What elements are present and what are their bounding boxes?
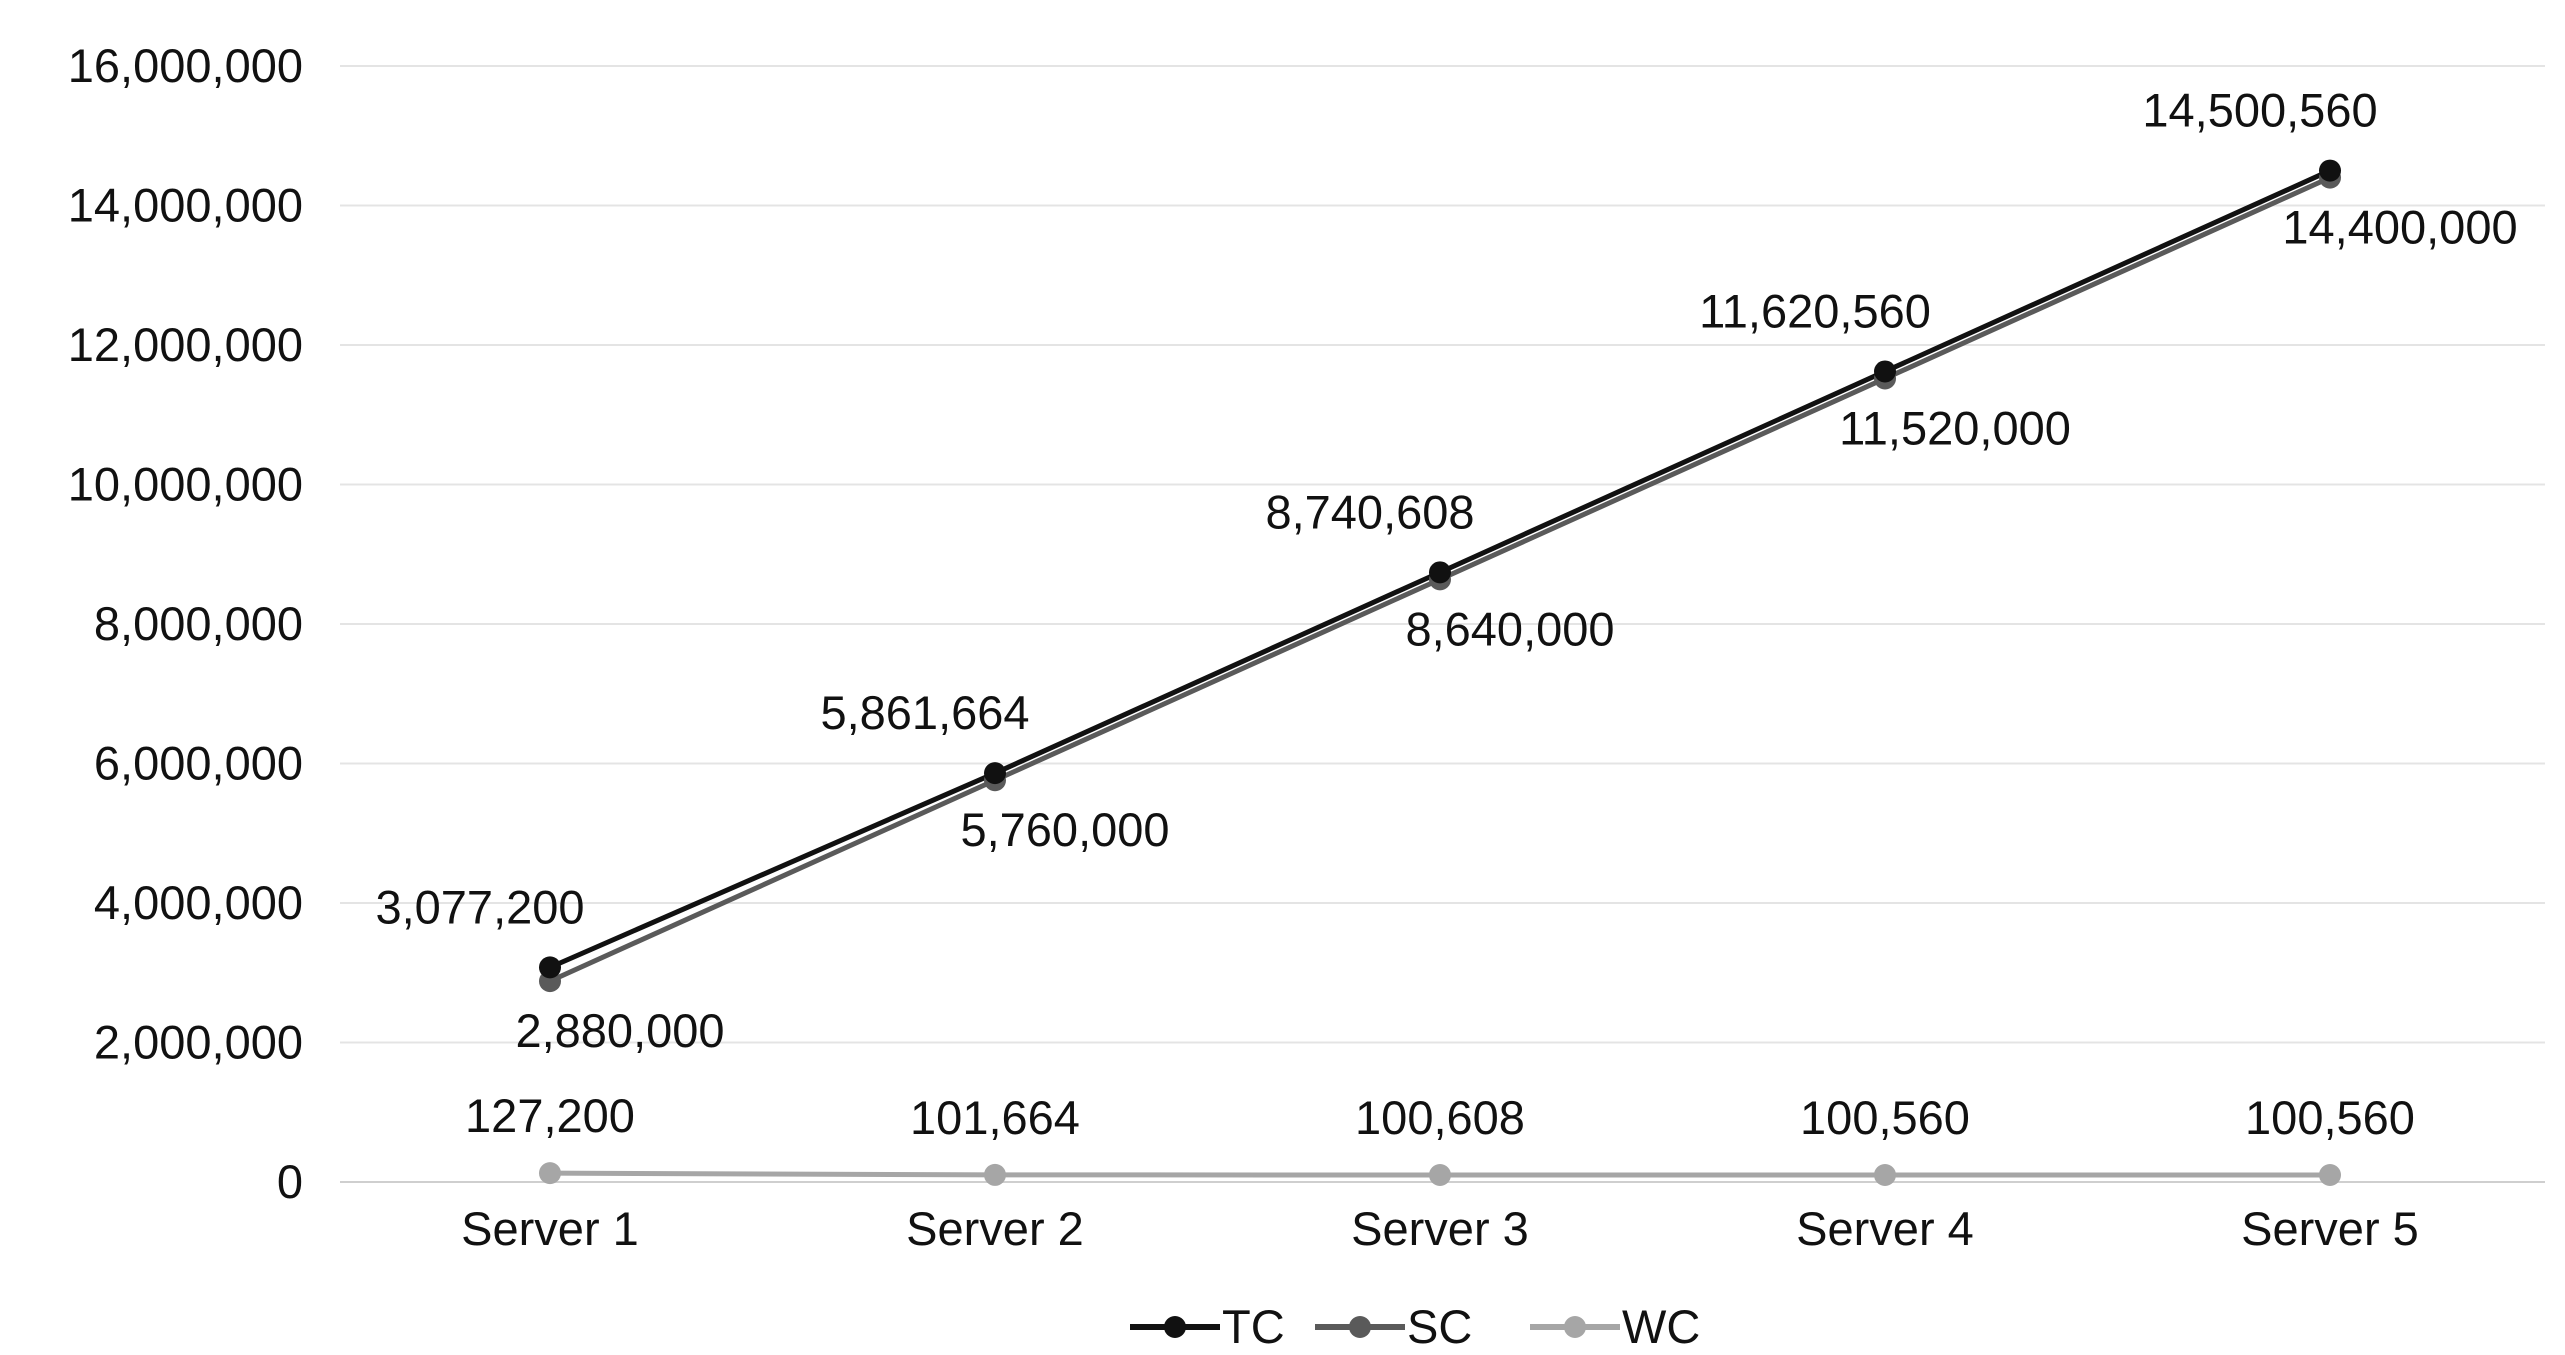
data-point-wc	[1429, 1163, 1451, 1186]
data-point-tc	[539, 956, 561, 979]
y-tick-label: 2,000,000	[94, 1016, 303, 1069]
x-axis-tick-labels: Server 1 Server 2 Server 3 Server 4 Server 5	[461, 1202, 2419, 1255]
x-tick-label: Server 3	[1351, 1202, 1529, 1255]
data-point-tc	[984, 762, 1006, 785]
data-label-tc: 8,740,608	[1265, 485, 1474, 538]
legend-swatch-marker-sc	[1349, 1316, 1371, 1338]
data-point-wc	[984, 1163, 1006, 1186]
series-points	[539, 159, 2341, 1186]
y-tick-label: 6,000,000	[94, 737, 303, 790]
y-tick-label: 14,000,000	[68, 179, 303, 232]
x-tick-label: Server 2	[906, 1202, 1084, 1255]
x-tick-label: Server 1	[461, 1202, 639, 1255]
legend: TC SC WC	[1130, 1300, 1700, 1353]
data-point-wc	[2319, 1163, 2341, 1186]
y-tick-label: 12,000,000	[68, 318, 303, 371]
data-labels: 3,077,200 5,861,664 8,740,608 11,620,560 14,…	[375, 84, 2517, 1144]
data-label-wc: 100,560	[2245, 1091, 2415, 1144]
data-label-sc: 5,760,000	[960, 803, 1169, 856]
data-label-wc: 100,560	[1800, 1091, 1970, 1144]
data-label-tc: 3,077,200	[375, 880, 584, 933]
legend-swatch-marker-wc	[1564, 1316, 1586, 1338]
data-label-tc: 11,620,560	[1699, 284, 1931, 337]
data-label-wc: 100,608	[1355, 1091, 1525, 1144]
y-tick-label: 8,000,000	[94, 597, 303, 650]
data-point-tc	[1429, 561, 1451, 584]
data-label-wc: 101,664	[910, 1091, 1080, 1144]
data-label-sc: 11,520,000	[1839, 401, 2071, 454]
data-point-wc	[539, 1162, 561, 1185]
y-tick-label: 4,000,000	[94, 876, 303, 929]
data-point-tc	[2319, 159, 2341, 182]
data-label-tc: 5,861,664	[820, 686, 1029, 739]
data-label-wc: 127,200	[465, 1089, 635, 1142]
x-tick-label: Server 5	[2241, 1202, 2419, 1255]
legend-label-sc: SC	[1407, 1300, 1472, 1353]
data-label-tc: 14,500,560	[2142, 84, 2377, 137]
data-point-wc	[1874, 1163, 1896, 1186]
data-point-tc	[1874, 360, 1896, 383]
y-axis-tick-labels: 0 2,000,000 4,000,000 6,000,000 8,000,000 10,…	[68, 39, 303, 1208]
gridlines	[340, 65, 2545, 1183]
legend-label-tc: TC	[1222, 1300, 1285, 1353]
data-label-sc: 8,640,000	[1405, 602, 1614, 655]
legend-swatch-marker-tc	[1164, 1316, 1186, 1338]
y-tick-label: 10,000,000	[68, 458, 303, 511]
x-tick-label: Server 4	[1796, 1202, 1974, 1255]
data-label-sc: 14,400,000	[2282, 201, 2517, 254]
y-tick-label: 0	[277, 1155, 303, 1208]
legend-label-wc: WC	[1622, 1300, 1700, 1353]
data-label-sc: 2,880,000	[515, 1004, 724, 1057]
series-lines	[548, 168, 2332, 1178]
y-tick-label: 16,000,000	[68, 39, 303, 92]
